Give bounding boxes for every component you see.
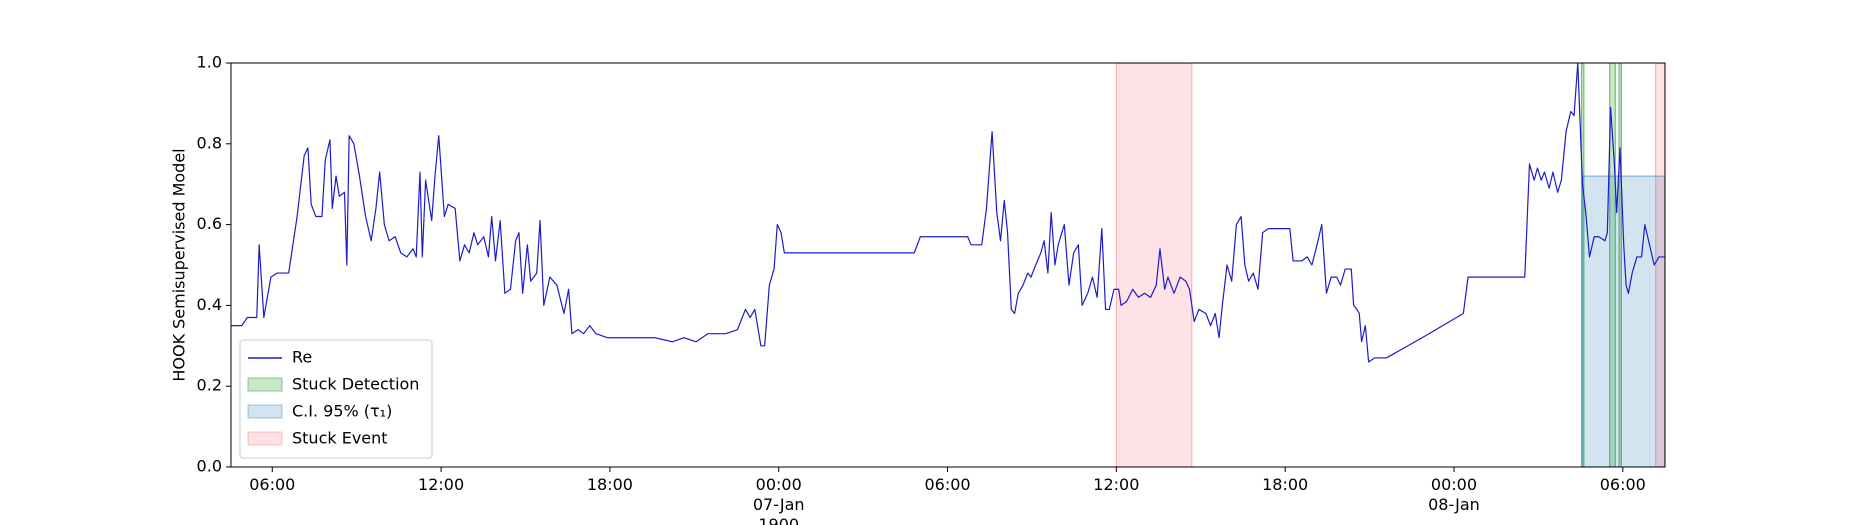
y-tick-label: 0.6 — [197, 214, 222, 233]
x-tick-label: 18:00 — [587, 475, 633, 494]
legend: Re Stuck Detection C.I. 95% (τ₁) Stuck Even… — [239, 339, 433, 459]
x-tick-label-line: 06:00 — [924, 475, 970, 494]
legend-patch — [247, 431, 283, 446]
y-tick-label: 0.2 — [197, 376, 222, 395]
x-tick-label-line: 06:00 — [249, 475, 295, 494]
x-tick-label-line: 00:00 — [756, 475, 802, 494]
x-tick-label-line: 12:00 — [1093, 475, 1139, 494]
y-tick-label: 1.0 — [197, 53, 222, 72]
x-tick-label: 06:00 — [1600, 475, 1646, 494]
x-tick-label: 12:00 — [418, 475, 464, 494]
x-tick-label: 06:00 — [249, 475, 295, 494]
x-tick-label-line: 12:00 — [418, 475, 464, 494]
legend-label: Stuck Detection — [292, 375, 419, 394]
shaded-region — [1618, 63, 1622, 467]
shaded-region — [1581, 175, 1665, 467]
y-tick-label: 0.4 — [197, 295, 222, 314]
y-tick-label: 0.0 — [197, 457, 222, 476]
x-tick-label-line: 06:00 — [1600, 475, 1646, 494]
x-tick-label-line: 18:00 — [1262, 475, 1308, 494]
legend-patch — [247, 404, 283, 419]
shaded-region — [1115, 63, 1193, 467]
legend-label: Stuck Event — [292, 429, 388, 448]
x-tick-label-line: 08-Jan — [1428, 495, 1480, 514]
x-tick-label: 18:00 — [1262, 475, 1308, 494]
x-tick-label-line: 18:00 — [587, 475, 633, 494]
shaded-region — [1655, 63, 1665, 467]
y-tick-label: 0.8 — [197, 133, 222, 152]
shaded-region — [1609, 63, 1616, 467]
legend-frame — [239, 339, 433, 459]
plot-frame — [230, 62, 1666, 468]
legend-label: C.I. 95% (τ₁) — [292, 402, 392, 421]
x-tick-label-line: 1900 — [758, 515, 799, 525]
legend-patch — [247, 377, 283, 392]
x-tick-label-line: 07-Jan — [753, 495, 805, 514]
x-tick-label: 06:00 — [924, 475, 970, 494]
data-line — [231, 63, 1665, 363]
y-axis-label: HOOK Semisupervised Model — [170, 148, 189, 381]
x-tick-label-line: 00:00 — [1431, 475, 1477, 494]
legend-label: Re — [292, 348, 312, 367]
x-tick-label: 12:00 — [1093, 475, 1139, 494]
x-tick-label: 00:00 07-Jan 1900 — [753, 475, 805, 525]
x-tick-label: 00:00 08-Jan — [1428, 475, 1480, 514]
